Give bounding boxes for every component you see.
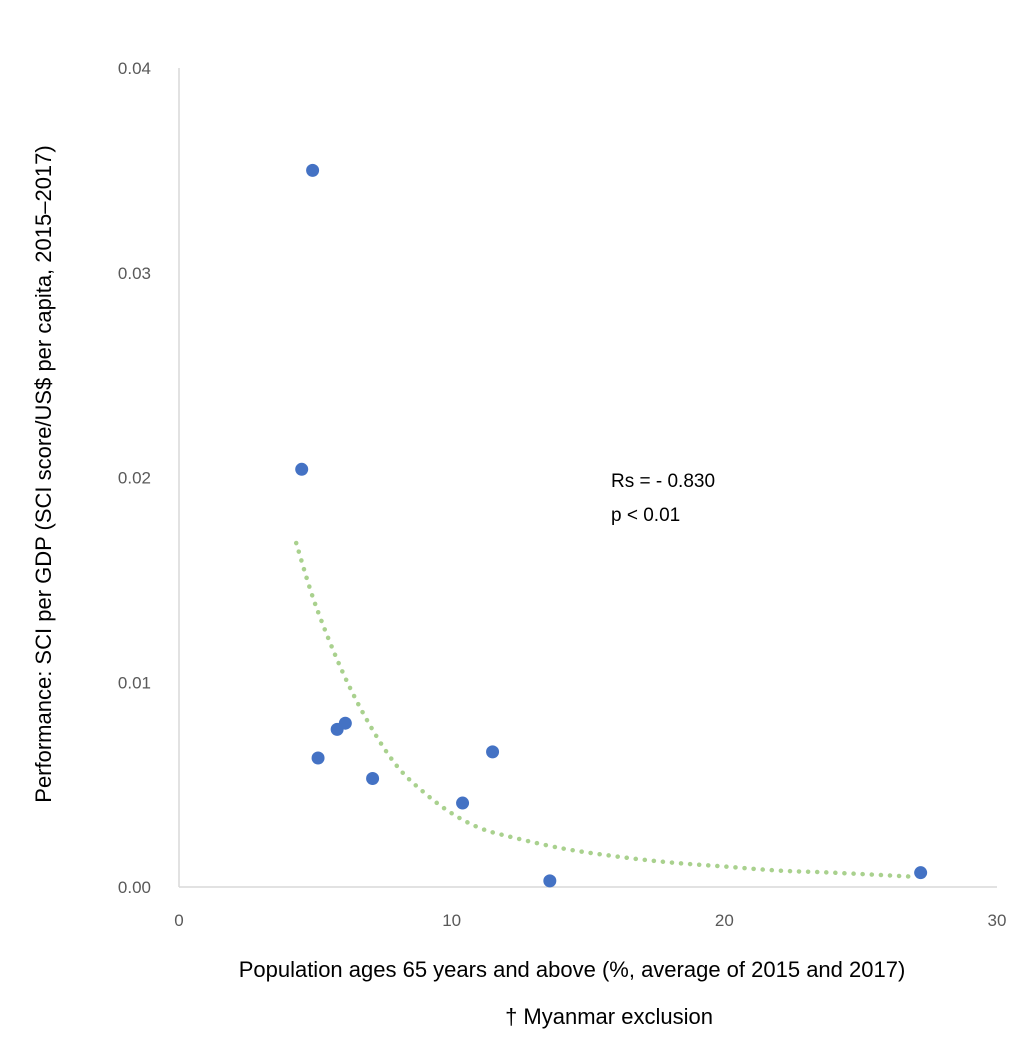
power-trendline [293,540,918,880]
x-tick-label: 20 [715,911,734,930]
data-point [914,866,928,880]
data-point [486,745,500,759]
data-point [295,462,309,476]
y-tick-label: 0.04 [118,59,151,78]
x-tick-labels: 0 10 20 30 [174,911,1006,930]
trendline-layer [293,540,918,880]
footnote: † Myanmar exclusion [505,1004,713,1029]
x-tick-label: 0 [174,911,183,930]
x-tick-label: 10 [442,911,461,930]
p-value-annotation: p < 0.01 [611,505,680,526]
y-axis-title: Performance: SCI per GDP (SCI score/US$ … [31,145,56,802]
y-tick-label: 0.02 [118,469,151,488]
y-tick-labels: 0.00 0.01 0.02 0.03 0.04 [118,59,151,897]
data-point [311,751,325,765]
x-tick-label: 30 [988,911,1007,930]
data-point [366,771,380,785]
correlation-annotation: Rs = - 0.830 [611,471,715,492]
data-point [456,796,470,810]
data-point [330,722,344,736]
data-point [306,163,320,177]
y-tick-label: 0.03 [118,264,151,283]
x-axis-title: Population ages 65 years and above (%, a… [239,957,906,982]
data-point [543,874,557,888]
y-tick-label: 0.00 [118,878,151,897]
data-points [295,163,928,888]
y-tick-label: 0.01 [118,673,151,692]
